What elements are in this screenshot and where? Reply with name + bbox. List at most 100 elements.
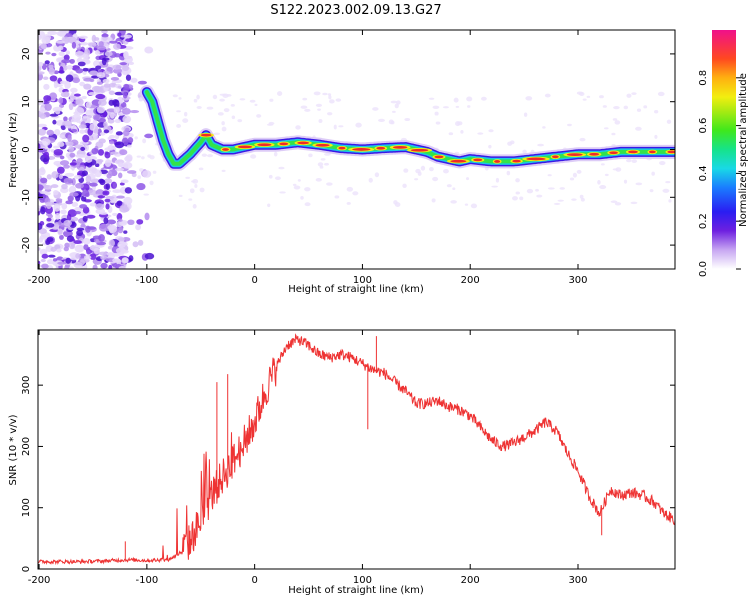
x-tick-label: 300 bbox=[568, 575, 587, 586]
noise-blob bbox=[121, 65, 130, 71]
noise-blob bbox=[63, 177, 74, 185]
noise-blob bbox=[304, 187, 311, 192]
noise-blob bbox=[95, 163, 100, 168]
noise-blob bbox=[112, 252, 122, 257]
noise-blob bbox=[137, 80, 147, 85]
noise-blob bbox=[453, 97, 459, 103]
noise-blob bbox=[96, 45, 107, 51]
noise-blob bbox=[119, 182, 125, 186]
noise-blob bbox=[104, 51, 113, 57]
colorbar-tick-label: 0.8 bbox=[698, 70, 709, 86]
noise-blob bbox=[121, 257, 129, 263]
noise-blob bbox=[123, 83, 130, 89]
noise-blob bbox=[610, 200, 618, 204]
snr-ticks: -200 -100 0 100 200 300 0 100 200 300 bbox=[21, 330, 675, 586]
noise-blob bbox=[104, 198, 112, 203]
noise-blob bbox=[101, 57, 110, 61]
noise-blob bbox=[69, 192, 79, 197]
noise-blob bbox=[219, 98, 225, 102]
noise-blob bbox=[103, 129, 110, 134]
noise-blob bbox=[41, 253, 49, 259]
noise-blob bbox=[75, 68, 84, 74]
noise-blob bbox=[94, 50, 101, 55]
noise-blob bbox=[654, 109, 659, 114]
ridge-hotspot bbox=[315, 143, 330, 147]
noise-blob bbox=[50, 246, 57, 252]
noise-blob bbox=[59, 134, 65, 139]
noise-blob bbox=[109, 200, 118, 204]
noise-blob bbox=[46, 129, 55, 136]
noise-blob bbox=[47, 254, 56, 258]
noise-blob bbox=[85, 157, 93, 163]
noise-blob bbox=[54, 128, 61, 136]
noise-blob bbox=[73, 240, 82, 245]
y-tick-label: 300 bbox=[21, 376, 32, 395]
noise-blob bbox=[112, 189, 122, 194]
noise-blob bbox=[293, 185, 301, 190]
ridge-hotspot bbox=[512, 159, 521, 163]
noise-blob bbox=[57, 141, 65, 147]
noise-blob bbox=[643, 105, 648, 109]
noise-blob bbox=[144, 46, 154, 54]
noise-blob bbox=[230, 104, 235, 107]
noise-blob bbox=[553, 202, 561, 205]
noise-blob bbox=[68, 36, 77, 44]
noise-blob bbox=[89, 182, 98, 187]
noise-blob bbox=[58, 174, 64, 180]
noise-blob bbox=[127, 170, 137, 174]
noise-blob bbox=[176, 124, 182, 128]
noise-blob bbox=[304, 202, 311, 207]
noise-blob bbox=[390, 120, 395, 125]
noise-blob bbox=[127, 219, 135, 226]
noise-blob bbox=[41, 263, 49, 269]
noise-blob bbox=[117, 226, 124, 234]
noise-blob bbox=[185, 176, 190, 179]
ridge-hotspot bbox=[589, 152, 600, 156]
noise-blob bbox=[199, 187, 205, 193]
noise-blob bbox=[117, 237, 125, 242]
noise-blob bbox=[55, 212, 61, 220]
noise-blob bbox=[61, 202, 68, 210]
noise-blob bbox=[125, 154, 133, 162]
snr-panel: -200 -100 0 100 200 300 0 100 200 300 Height of s… bbox=[8, 329, 676, 596]
noise-blob bbox=[38, 71, 45, 75]
noise-blob bbox=[96, 72, 106, 79]
spectrogram-x-axis-label: Height of straight line (km) bbox=[288, 284, 424, 295]
noise-blob bbox=[38, 99, 45, 106]
noise-blob bbox=[136, 183, 146, 191]
colorbar-tick-label: 0.4 bbox=[698, 165, 709, 181]
noise-blob bbox=[149, 155, 155, 160]
noise-blob bbox=[123, 34, 132, 39]
x-tick-label: -100 bbox=[136, 275, 159, 286]
noise-blob bbox=[182, 118, 189, 123]
noise-blob bbox=[273, 151, 278, 157]
noise-blob bbox=[90, 178, 100, 184]
noise-blob bbox=[580, 197, 585, 202]
noise-blob bbox=[108, 99, 115, 106]
noise-blob bbox=[65, 257, 71, 264]
noise-blob bbox=[470, 203, 478, 209]
noise-blob bbox=[276, 91, 283, 96]
noise-blob bbox=[40, 258, 46, 263]
noise-blob bbox=[95, 203, 105, 210]
noise-blob bbox=[567, 123, 572, 127]
noise-blob bbox=[390, 100, 398, 104]
noise-blob bbox=[103, 83, 111, 88]
noise-blob bbox=[278, 166, 285, 170]
noise-blob bbox=[76, 227, 85, 231]
noise-blob bbox=[114, 118, 122, 124]
noise-blob bbox=[114, 167, 125, 172]
noise-blob bbox=[51, 171, 59, 179]
noise-blob bbox=[40, 177, 48, 184]
noise-blob bbox=[274, 176, 281, 180]
noise-blob bbox=[58, 51, 65, 57]
noise-blob bbox=[83, 77, 94, 82]
noise-blob bbox=[85, 175, 92, 183]
noise-blob bbox=[59, 209, 67, 215]
noise-blob bbox=[196, 94, 200, 100]
ridge-band bbox=[144, 90, 675, 166]
ridge-hotspot bbox=[609, 151, 618, 155]
noise-blob bbox=[61, 59, 71, 64]
noise-blob bbox=[105, 183, 111, 190]
